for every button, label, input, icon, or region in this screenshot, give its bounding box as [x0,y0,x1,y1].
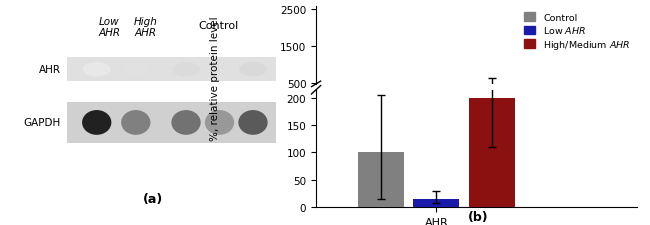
Legend: Control, Low $\it{AHR}$, High/Medium $\it{AHR}$: Control, Low $\it{AHR}$, High/Medium $\i… [522,11,632,53]
Bar [469,95,515,102]
Ellipse shape [172,110,201,135]
Ellipse shape [172,63,200,77]
Ellipse shape [121,110,150,135]
Ellipse shape [239,110,268,135]
Text: Control: Control [198,21,239,31]
Ellipse shape [82,110,111,135]
Ellipse shape [205,110,234,135]
Text: (a): (a) [142,192,162,205]
Text: Low
AHR: Low AHR [98,17,120,38]
Y-axis label: %, relative protein level: %, relative protein level [210,17,220,141]
Bar [413,101,460,102]
Ellipse shape [239,63,267,77]
Ellipse shape [205,63,233,77]
Bar [163,103,276,143]
Text: AHR: AHR [38,65,60,75]
Text: (b): (b) [467,210,488,223]
Bar [358,153,404,207]
Ellipse shape [83,63,110,77]
Bar [163,58,276,82]
Bar [358,99,404,102]
Bar [469,99,515,207]
Bar [68,103,165,143]
Text: High
AHR: High AHR [134,17,157,38]
Ellipse shape [122,63,150,77]
Bar [68,58,165,82]
Bar [413,199,460,207]
Text: GAPDH: GAPDH [23,118,60,128]
